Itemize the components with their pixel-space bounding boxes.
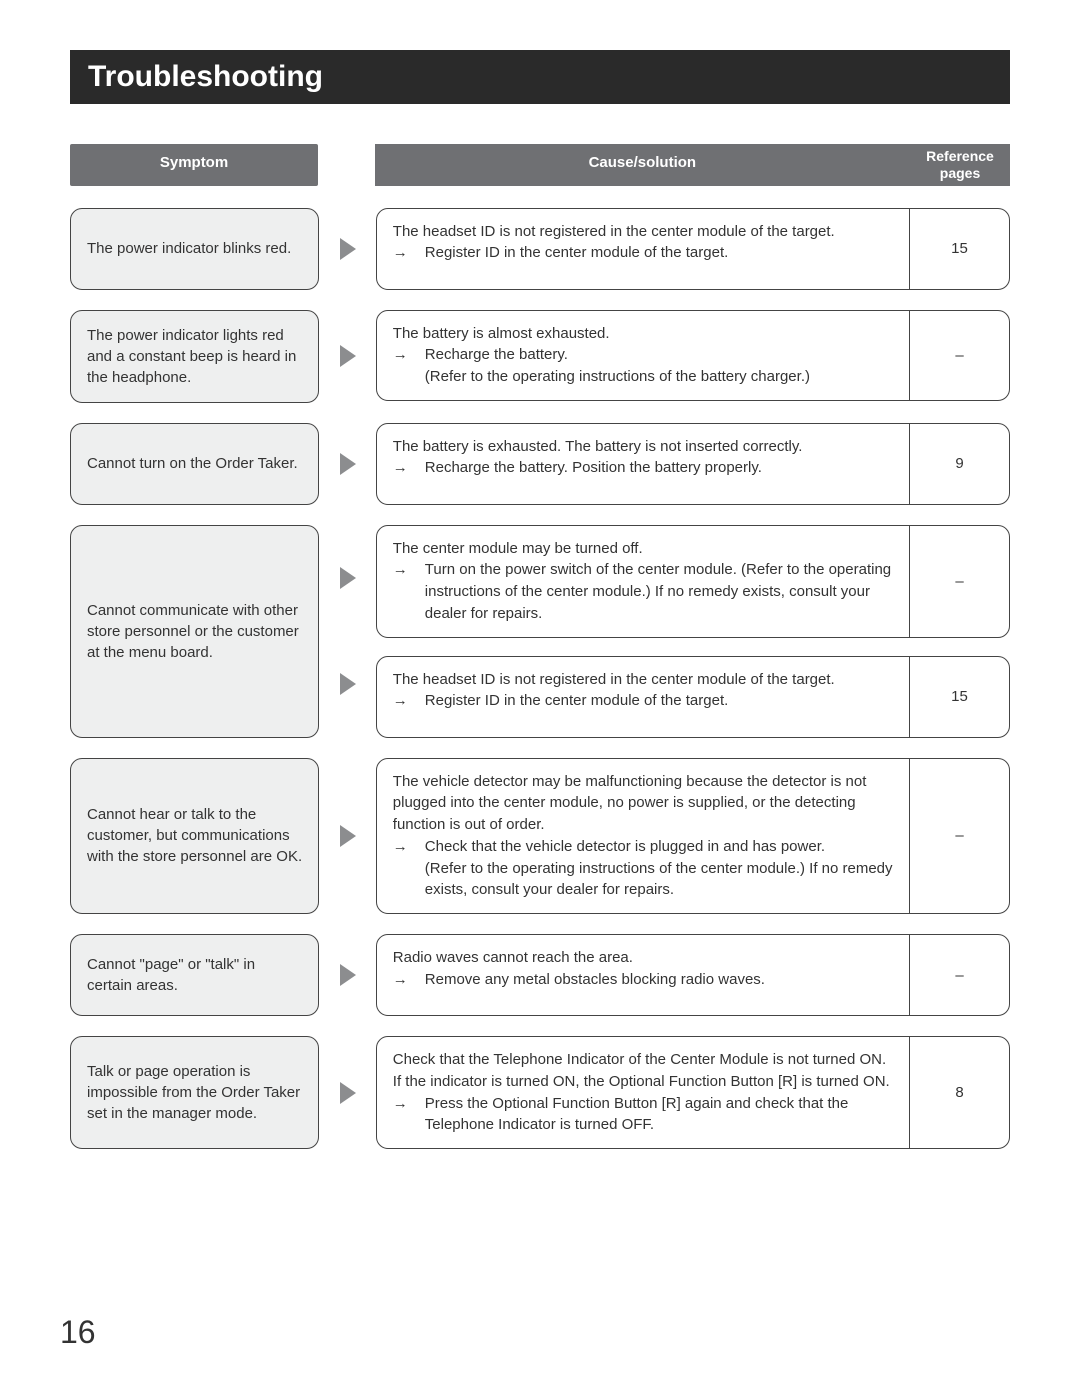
arrow-icon [340,673,356,695]
arrow-column [333,1036,362,1149]
reference-header: Reference pages [910,144,1010,186]
solution-line: Recharge the battery. [425,344,568,366]
arrow-icon [340,453,356,475]
solution-line: Turn on the power switch of the center m… [425,559,893,624]
arrow-icon [340,1082,356,1104]
reference-cell: 15 [909,657,1009,737]
table-row: Cannot communicate with other store pers… [70,525,1010,738]
cause-cell: The battery is exhausted. The battery is… [376,423,1010,505]
arrow-icon [340,825,356,847]
table-row: Cannot "page" or "talk" in certain areas… [70,934,1010,1016]
solution-line: Remove any metal obstacles blocking radi… [425,969,765,991]
solution-line: Recharge the battery. Position the batte… [425,457,762,479]
cause-line-2: If the indicator is turned ON, the Optio… [393,1073,890,1090]
arrow-icon [340,567,356,589]
symptom-header: Symptom [70,144,318,186]
reference-cell: 8 [909,1037,1009,1148]
cause-cell: Radio waves cannot reach the area. → Rem… [376,934,1010,1016]
arrow-icon [340,238,356,260]
reference-cell: 9 [909,424,1009,504]
cause-line: Check that the Telephone Indicator of th… [393,1051,886,1068]
reference-cell: 15 [909,209,1009,289]
cause-cell: The headset ID is not registered in the … [376,208,1010,290]
cause-line: The headset ID is not registered in the … [393,223,835,240]
symptom-cell: The power indicator blinks red. [70,208,319,290]
reference-cell: – [909,526,1009,637]
cause-line: The battery is exhausted. The battery is… [393,438,803,455]
cause-cell: Check that the Telephone Indicator of th… [376,1036,1010,1149]
cause-cell: The vehicle detector may be malfunctioni… [376,758,1010,915]
cause-line: Radio waves cannot reach the area. [393,949,633,966]
table-row: Talk or page operation is impossible fro… [70,1036,1010,1149]
arrow-column [333,208,362,290]
cause-line: The vehicle detector may be malfunctioni… [393,773,867,834]
table-header-row: Symptom Cause/solution Reference pages [70,144,1010,186]
solution-line: Check that the vehicle detector is plugg… [425,836,825,858]
arrow-column [333,310,362,403]
cause-line: The battery is almost exhausted. [393,325,610,342]
symptom-cell: Talk or page operation is impossible fro… [70,1036,319,1149]
arrow-icon [340,345,356,367]
symptom-cell: Cannot turn on the Order Taker. [70,423,319,505]
spacer [332,144,361,186]
cause-cell: The center module may be turned off. → T… [376,525,1010,638]
extra-line: (Refer to the operating instructions of … [393,858,893,902]
cause-line: The headset ID is not registered in the … [393,671,835,688]
symptom-cell: The power indicator lights red and a con… [70,310,319,403]
table-row: The power indicator blinks red. The head… [70,208,1010,290]
reference-cell: – [909,759,1009,914]
reference-cell: – [909,311,1009,400]
cause-line: The center module may be turned off. [393,540,643,557]
arrow-column [333,525,362,738]
cause-cell: The battery is almost exhausted. → Recha… [376,310,1010,401]
page-number: 16 [60,1314,96,1351]
solution-line: Press the Optional Function Button [R] a… [425,1093,893,1137]
arrow-column [333,758,362,915]
arrow-icon [340,964,356,986]
table-row: The power indicator lights red and a con… [70,310,1010,403]
table-row: Cannot turn on the Order Taker. The batt… [70,423,1010,505]
arrow-column [333,423,362,505]
page-title: Troubleshooting [70,50,1010,104]
symptom-cell: Cannot hear or talk to the customer, but… [70,758,319,915]
symptom-cell: Cannot "page" or "talk" in certain areas… [70,934,319,1016]
cause-header: Cause/solution [375,144,910,186]
solution-line: Register ID in the center module of the … [425,690,729,712]
cause-cell: The headset ID is not registered in the … [376,656,1010,738]
extra-line: (Refer to the operating instructions of … [393,366,893,388]
symptom-cell: Cannot communicate with other store pers… [70,525,319,738]
reference-cell: – [909,935,1009,1015]
table-row: Cannot hear or talk to the customer, but… [70,758,1010,915]
arrow-column [333,934,362,1016]
solution-line: Register ID in the center module of the … [425,242,729,264]
